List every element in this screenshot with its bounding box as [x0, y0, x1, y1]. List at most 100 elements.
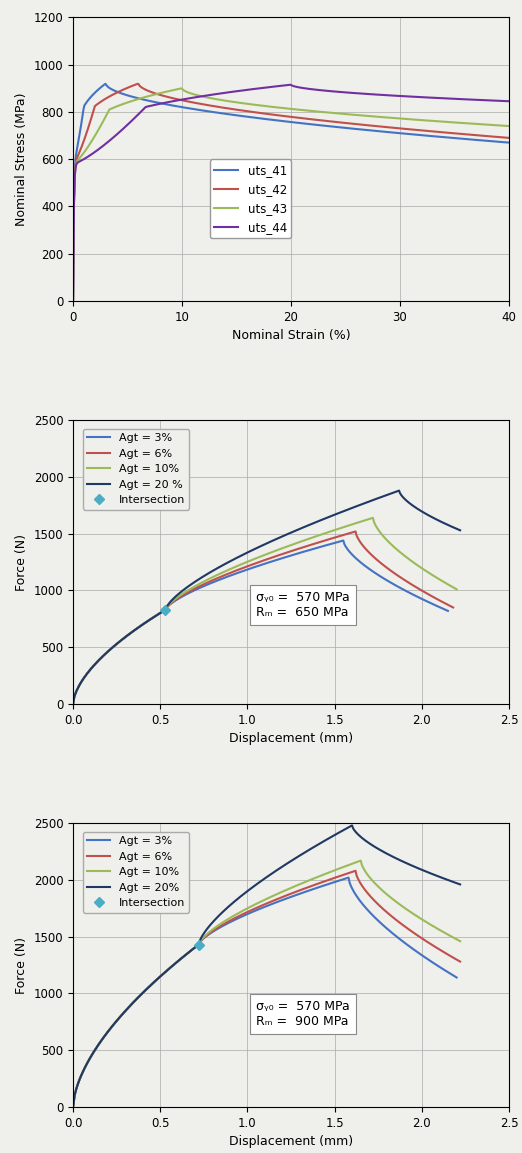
Agt = 3% — [427, 596, 433, 610]
Agt = 20% — [349, 819, 355, 832]
Agt = 6% — [84, 666, 90, 680]
uts_42 — [330, 115, 337, 129]
Agt = 3% — [435, 959, 441, 973]
uts_43 — [428, 114, 434, 128]
Agt = 20% — [443, 873, 449, 887]
Agt = 20% — [89, 1048, 96, 1062]
Agt = 10% — [443, 576, 449, 590]
Agt = 3% — [340, 534, 347, 548]
Line: Agt = 3%: Agt = 3% — [73, 877, 457, 1107]
Agt = 10% — [84, 666, 90, 680]
Agt = 10% — [454, 582, 460, 596]
Agt = 3% — [445, 604, 451, 618]
uts_41 — [278, 114, 284, 128]
X-axis label: Displacement (mm): Displacement (mm) — [229, 1136, 353, 1148]
Agt = 6% — [450, 601, 456, 615]
uts_43 — [278, 101, 284, 115]
uts_44 — [280, 78, 286, 92]
Agt = 6% — [317, 876, 323, 890]
Agt = 3% — [346, 871, 352, 884]
uts_41 — [280, 114, 287, 128]
Agt = 3% — [89, 1048, 96, 1062]
uts_44 — [428, 91, 434, 105]
X-axis label: Displacement (mm): Displacement (mm) — [229, 732, 353, 745]
Agt = 3% — [431, 597, 437, 611]
Agt = 20 % — [84, 666, 90, 680]
Agt = 10% — [358, 853, 364, 867]
Agt = 20 % — [457, 523, 463, 537]
uts_44 — [288, 77, 294, 91]
uts_41 — [330, 120, 337, 134]
Text: σᵧ₀ =  570 MPa
Rₘ =  900 MPa: σᵧ₀ = 570 MPa Rₘ = 900 MPa — [256, 1000, 350, 1027]
Agt = 10% — [439, 574, 445, 588]
Agt = 6% — [286, 545, 292, 559]
uts_42 — [306, 112, 313, 126]
uts_44 — [496, 93, 503, 107]
uts_43 — [506, 119, 512, 133]
uts_41 — [506, 136, 512, 150]
uts_41 — [70, 294, 76, 308]
Agt = 10% — [323, 526, 329, 540]
Agt = 10% — [235, 558, 242, 572]
uts_41 — [496, 135, 503, 149]
Agt = 3% — [300, 545, 306, 559]
Agt = 3% — [312, 882, 318, 896]
Y-axis label: Nominal Stress (MPa): Nominal Stress (MPa) — [15, 92, 28, 226]
Agt = 6% — [433, 591, 440, 605]
Line: Agt = 20 %: Agt = 20 % — [73, 490, 460, 704]
uts_42 — [278, 108, 284, 122]
Agt = 10% — [70, 698, 76, 711]
X-axis label: Nominal Strain (%): Nominal Strain (%) — [232, 330, 350, 342]
Line: Agt = 6%: Agt = 6% — [73, 871, 460, 1107]
Line: uts_42: uts_42 — [73, 84, 509, 301]
uts_44 — [70, 294, 76, 308]
Agt = 20% — [70, 1100, 76, 1114]
Agt = 20% — [250, 880, 256, 894]
Agt = 6% — [437, 594, 444, 608]
Agt = 10% — [444, 927, 450, 941]
Agt = 10% — [70, 1100, 76, 1114]
Agt = 10% — [440, 925, 446, 939]
Line: Agt = 10%: Agt = 10% — [73, 860, 460, 1107]
Agt = 20 % — [446, 519, 453, 533]
Agt = 3% — [70, 1100, 76, 1114]
Agt = 6% — [443, 947, 449, 960]
uts_44 — [330, 84, 337, 98]
uts_42 — [496, 130, 503, 144]
Agt = 6% — [70, 698, 76, 711]
Legend: Agt = 3%, Agt = 6%, Agt = 10%, Agt = 20%, Intersection: Agt = 3%, Agt = 6%, Agt = 10%, Agt = 20%… — [83, 831, 189, 913]
Agt = 6% — [229, 565, 235, 579]
Agt = 20% — [295, 850, 301, 864]
Agt = 6% — [89, 1048, 96, 1062]
Agt = 6% — [310, 537, 316, 551]
Line: Agt = 3%: Agt = 3% — [73, 541, 448, 704]
Line: Agt = 10%: Agt = 10% — [73, 518, 457, 704]
Agt = 20 % — [314, 515, 320, 529]
Agt = 3% — [454, 971, 460, 985]
Agt = 3% — [84, 666, 90, 680]
Line: Agt = 20%: Agt = 20% — [73, 826, 460, 1107]
Agt = 20 % — [343, 503, 349, 517]
uts_41 — [428, 129, 434, 143]
uts_44 — [306, 82, 313, 96]
Y-axis label: Force (N): Force (N) — [15, 936, 28, 994]
uts_43 — [496, 119, 503, 133]
Agt = 3% — [278, 552, 284, 566]
Agt = 6% — [297, 883, 303, 897]
Agt = 10% — [297, 535, 303, 549]
Agt = 10% — [253, 897, 259, 911]
uts_42 — [506, 131, 512, 145]
Agt = 10% — [457, 934, 463, 948]
uts_44 — [277, 78, 283, 92]
Agt = 3% — [225, 570, 231, 583]
Agt = 3% — [440, 962, 446, 975]
Agt = 6% — [352, 525, 359, 538]
Agt = 6% — [70, 1100, 76, 1114]
Agt = 20% — [314, 838, 321, 852]
Agt = 6% — [352, 864, 359, 877]
Legend: uts_41, uts_42, uts_43, uts_44: uts_41, uts_42, uts_43, uts_44 — [210, 159, 291, 239]
Agt = 20% — [457, 877, 463, 891]
uts_41 — [306, 118, 313, 131]
Text: σᵧ₀ =  570 MPa
Rₘ =  650 MPa: σᵧ₀ = 570 MPa Rₘ = 650 MPa — [256, 591, 350, 619]
Agt = 20% — [438, 871, 445, 884]
